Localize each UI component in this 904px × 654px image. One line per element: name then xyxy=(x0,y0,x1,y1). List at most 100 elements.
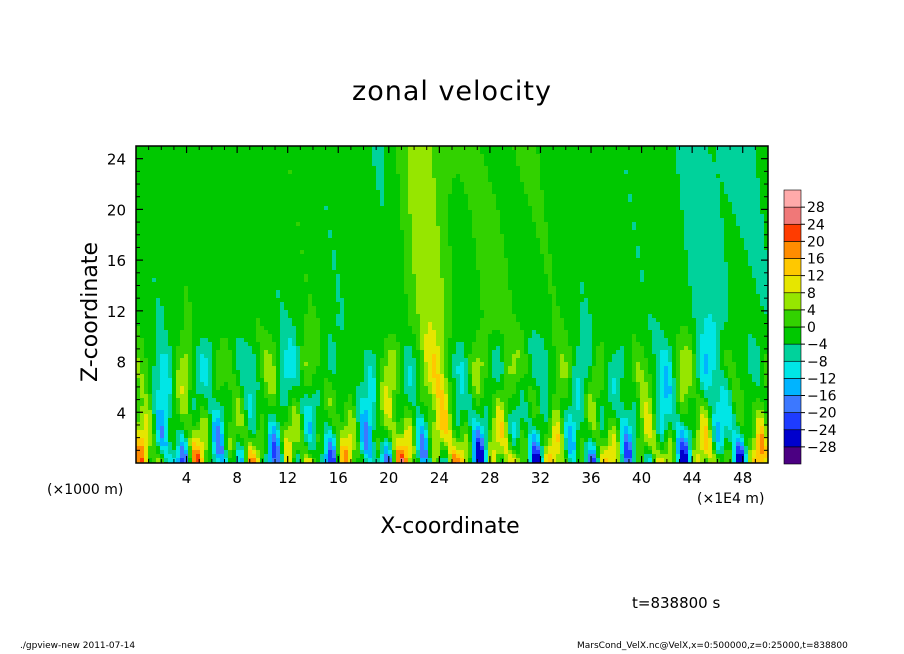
heatmap-cell xyxy=(264,278,268,282)
heatmap-cell xyxy=(168,274,172,278)
heatmap-cell xyxy=(280,306,284,310)
heatmap-cell xyxy=(204,346,208,350)
heatmap-cell xyxy=(336,254,340,258)
heatmap-cell xyxy=(236,442,240,446)
heatmap-cell xyxy=(212,302,216,306)
heatmap-cell xyxy=(236,174,240,178)
heatmap-cell xyxy=(212,370,216,374)
heatmap-cell xyxy=(276,322,280,326)
heatmap-cell xyxy=(180,182,184,186)
heatmap-cell xyxy=(236,330,240,334)
heatmap-cell xyxy=(300,346,304,350)
heatmap-cell xyxy=(224,274,228,278)
heatmap-cell xyxy=(216,298,220,302)
heatmap-cell xyxy=(172,398,176,402)
heatmap-cell xyxy=(352,410,356,414)
heatmap-cell xyxy=(244,374,248,378)
heatmap-cell xyxy=(136,366,140,370)
heatmap-cell xyxy=(252,286,256,290)
heatmap-cell xyxy=(308,266,312,270)
heatmap-cell xyxy=(372,426,376,430)
heatmap-cell xyxy=(376,262,380,266)
heatmap-cell xyxy=(212,218,216,222)
heatmap-cell xyxy=(316,286,320,290)
heatmap-cell xyxy=(380,310,384,314)
heatmap-cell xyxy=(232,254,236,258)
heatmap-cell xyxy=(276,430,280,434)
heatmap-cell xyxy=(168,270,172,274)
heatmap-cell xyxy=(268,286,272,290)
heatmap-cell xyxy=(348,246,352,250)
heatmap-cell xyxy=(200,330,204,334)
heatmap-cell xyxy=(284,422,288,426)
heatmap-cell xyxy=(136,218,140,222)
heatmap-cell xyxy=(176,274,180,278)
heatmap-cell xyxy=(284,294,288,298)
heatmap-cell xyxy=(184,178,188,182)
heatmap-cell xyxy=(156,458,160,462)
heatmap-cell xyxy=(312,214,316,218)
heatmap-cell xyxy=(312,274,316,278)
heatmap-cell xyxy=(224,386,228,390)
heatmap-cell xyxy=(312,178,316,182)
heatmap-cell xyxy=(252,402,256,406)
heatmap-cell xyxy=(204,270,208,274)
heatmap-cell xyxy=(348,338,352,342)
heatmap-cell xyxy=(180,306,184,310)
heatmap-cell xyxy=(300,254,304,258)
heatmap-cell xyxy=(188,326,192,330)
heatmap-cell xyxy=(260,394,264,398)
heatmap-cell xyxy=(152,182,156,186)
heatmap-cell xyxy=(252,270,256,274)
heatmap-cell xyxy=(172,250,176,254)
heatmap-cell xyxy=(196,354,200,358)
heatmap-cell xyxy=(220,250,224,254)
heatmap-cell xyxy=(324,402,328,406)
heatmap-cell xyxy=(160,370,164,374)
heatmap-cell xyxy=(364,154,368,158)
heatmap-cell xyxy=(372,402,376,406)
heatmap-cell xyxy=(372,422,376,426)
heatmap-cell xyxy=(176,302,180,306)
heatmap-cell xyxy=(352,302,356,306)
heatmap-cell xyxy=(168,266,172,270)
heatmap-cell xyxy=(268,170,272,174)
heatmap-cell xyxy=(136,242,140,246)
heatmap-cell xyxy=(368,286,372,290)
heatmap-cell xyxy=(332,182,336,186)
heatmap-cell xyxy=(364,390,368,394)
heatmap-cell xyxy=(228,286,232,290)
heatmap-cell xyxy=(380,158,384,162)
heatmap-cell xyxy=(156,450,160,454)
heatmap-cell xyxy=(264,146,268,150)
heatmap-cell xyxy=(264,450,268,454)
heatmap-cell xyxy=(200,346,204,350)
heatmap-cell xyxy=(248,374,252,378)
heatmap-cell xyxy=(288,338,292,342)
heatmap-cell xyxy=(148,150,152,154)
heatmap-cell xyxy=(172,446,176,450)
heatmap-cell xyxy=(356,218,360,222)
heatmap-cell xyxy=(312,246,316,250)
heatmap-cell xyxy=(220,334,224,338)
heatmap-cell xyxy=(292,178,296,182)
heatmap-cell xyxy=(192,390,196,394)
heatmap-cell xyxy=(380,382,384,386)
heatmap-cell xyxy=(196,338,200,342)
heatmap-cell xyxy=(160,262,164,266)
heatmap-cell xyxy=(172,362,176,366)
heatmap-cell xyxy=(324,430,328,434)
heatmap-cell xyxy=(364,338,368,342)
heatmap-cell xyxy=(184,302,188,306)
heatmap-cell xyxy=(156,370,160,374)
heatmap-cell xyxy=(328,302,332,306)
heatmap-cell xyxy=(332,218,336,222)
heatmap-cell xyxy=(204,442,208,446)
heatmap-cell xyxy=(200,366,204,370)
heatmap-cell xyxy=(140,374,144,378)
heatmap-cell xyxy=(160,410,164,414)
heatmap-cell xyxy=(224,150,228,154)
heatmap-cell xyxy=(348,234,352,238)
heatmap-cell xyxy=(340,318,344,322)
heatmap-cell xyxy=(276,374,280,378)
